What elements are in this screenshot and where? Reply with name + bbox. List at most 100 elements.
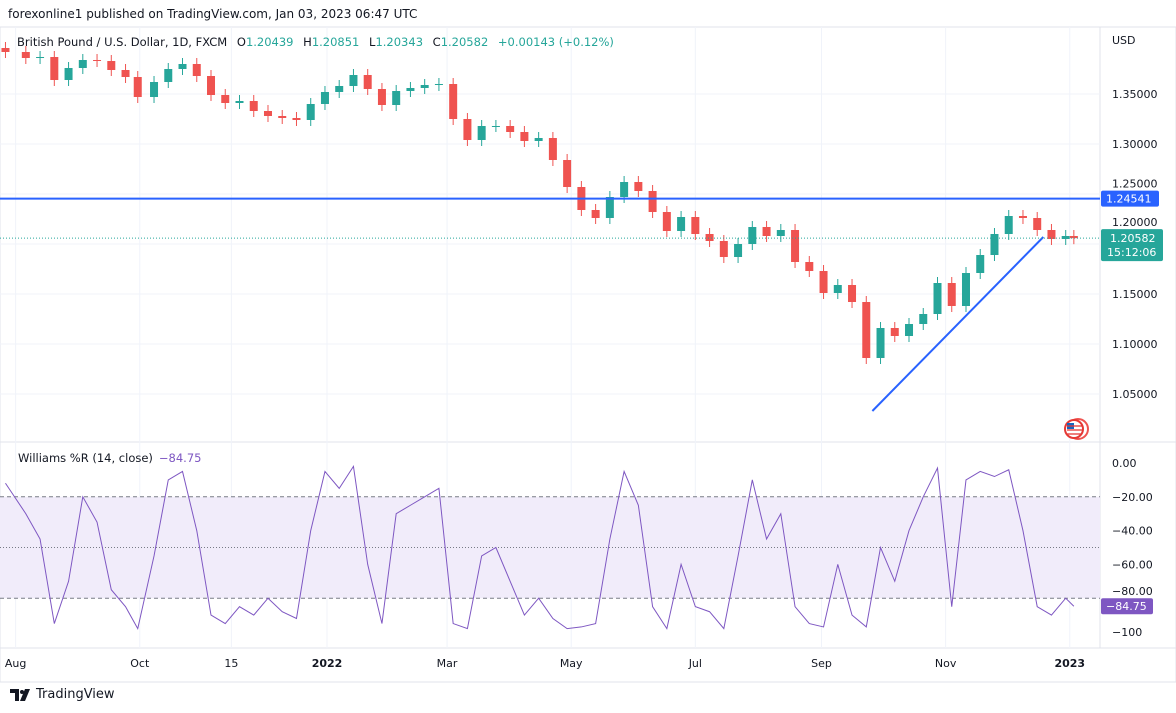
candle-body bbox=[477, 126, 486, 140]
symbol-name: British Pound / U.S. Dollar, 1D, FXCM bbox=[17, 35, 228, 49]
candle-body bbox=[677, 217, 686, 231]
candle bbox=[335, 80, 344, 98]
candle bbox=[93, 54, 102, 67]
candle bbox=[705, 228, 714, 247]
candle bbox=[677, 211, 686, 237]
candle-body bbox=[1004, 216, 1013, 234]
close-value: C1.20582 bbox=[433, 35, 489, 49]
candle-body bbox=[377, 89, 386, 105]
candle bbox=[719, 235, 728, 263]
candle-body bbox=[791, 230, 800, 262]
low-number: 1.20343 bbox=[375, 35, 424, 49]
candle-body bbox=[705, 234, 714, 241]
candle bbox=[1033, 212, 1042, 236]
candle bbox=[306, 98, 315, 126]
wr-axis-label: −60.00 bbox=[1112, 558, 1153, 571]
candle-body bbox=[833, 285, 842, 293]
candle-body bbox=[150, 82, 159, 97]
candle-body bbox=[990, 234, 999, 255]
candle bbox=[349, 69, 358, 92]
candle-body bbox=[605, 197, 614, 218]
last-price-tag bbox=[1101, 229, 1163, 262]
candle-body bbox=[278, 116, 287, 118]
horizontal-line-price-text: 1.24541 bbox=[1106, 193, 1152, 206]
candle bbox=[420, 79, 429, 94]
candle-body bbox=[463, 119, 472, 140]
candle-body bbox=[961, 273, 970, 306]
candle bbox=[121, 64, 130, 83]
time-axis-label: Aug bbox=[5, 657, 26, 670]
wr-axis-label: −40.00 bbox=[1112, 525, 1153, 538]
wr-value-text: −84.75 bbox=[1106, 600, 1147, 613]
candle bbox=[1004, 210, 1013, 240]
time-axis-label: Sep bbox=[811, 657, 832, 670]
price-axis-label: 1.05000 bbox=[1112, 388, 1158, 401]
candle-body bbox=[1047, 230, 1056, 239]
candle-body bbox=[235, 101, 244, 103]
candle-body bbox=[648, 191, 657, 212]
candle-body bbox=[133, 77, 142, 97]
high-label: H bbox=[303, 35, 312, 49]
candle-body bbox=[662, 212, 671, 231]
candle-body bbox=[363, 75, 372, 89]
candle-body bbox=[591, 210, 600, 218]
candle-body bbox=[406, 88, 415, 91]
candle-body bbox=[36, 57, 45, 58]
candle-body bbox=[890, 328, 899, 336]
candle-body bbox=[620, 182, 629, 197]
candle bbox=[976, 249, 985, 279]
candle bbox=[520, 126, 529, 147]
candle-body bbox=[434, 84, 443, 85]
candle bbox=[791, 224, 800, 268]
price-axis-label: 1.35000 bbox=[1112, 88, 1158, 101]
price-axis-label: 1.10000 bbox=[1112, 338, 1158, 351]
symbol-legend: British Pound / U.S. Dollar, 1D, FXCM O 1… bbox=[17, 35, 620, 49]
candle bbox=[1, 42, 10, 58]
candle bbox=[1018, 210, 1027, 224]
tradingview-logo-icon bbox=[10, 688, 30, 701]
candle-body bbox=[876, 328, 885, 358]
candle-body bbox=[862, 302, 871, 358]
candle-body bbox=[563, 160, 572, 187]
candle-body bbox=[78, 60, 87, 68]
candle-body bbox=[349, 75, 358, 86]
candle-body bbox=[64, 68, 73, 80]
candle bbox=[263, 105, 272, 122]
candle bbox=[221, 89, 230, 109]
low-label: L bbox=[369, 35, 376, 49]
candle bbox=[534, 132, 543, 147]
candle bbox=[491, 120, 500, 132]
price-axis-label: 1.15000 bbox=[1112, 288, 1158, 301]
candle-body bbox=[50, 57, 59, 80]
candle-body bbox=[1033, 218, 1042, 230]
wr-axis-label: −100 bbox=[1112, 626, 1142, 639]
candle-body bbox=[320, 92, 329, 104]
candle-body bbox=[306, 104, 315, 120]
candle-body bbox=[719, 241, 728, 257]
time-axis-label: Mar bbox=[437, 657, 458, 670]
candle-body bbox=[634, 182, 643, 191]
open-label: O bbox=[236, 35, 246, 49]
candle bbox=[150, 76, 159, 103]
candle bbox=[961, 267, 970, 312]
candle bbox=[848, 279, 857, 308]
candle bbox=[249, 95, 258, 117]
candle bbox=[107, 55, 116, 76]
candle bbox=[392, 85, 401, 111]
change-value: +0.00143 (+0.12%) bbox=[497, 35, 614, 49]
candle-body bbox=[1061, 236, 1070, 239]
candle-body bbox=[21, 52, 30, 58]
wr-axis-label: 0.00 bbox=[1112, 457, 1137, 470]
candle bbox=[506, 120, 515, 138]
candle-body bbox=[121, 70, 130, 77]
indicator-value: −84.75 bbox=[158, 451, 202, 465]
time-axis-label: 15 bbox=[224, 657, 238, 670]
time-axis-label: 2022 bbox=[312, 657, 343, 670]
time-axis-label: May bbox=[560, 657, 583, 670]
candle-body bbox=[292, 118, 301, 120]
high-number: 1.20851 bbox=[311, 35, 360, 49]
candle bbox=[64, 62, 73, 86]
tradingview-logo[interactable]: TradingView bbox=[10, 687, 115, 702]
candle bbox=[78, 54, 87, 74]
